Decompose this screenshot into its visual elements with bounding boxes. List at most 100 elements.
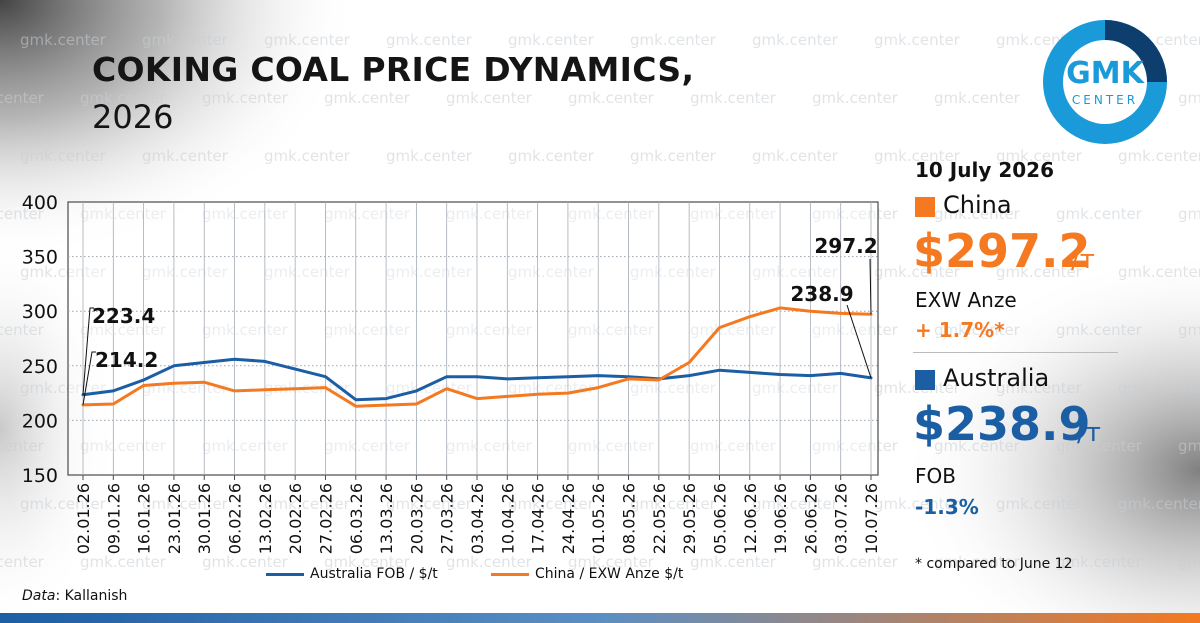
watermark-text: gmk.center: [752, 147, 839, 165]
watermark-text: gmk.center: [264, 495, 351, 513]
watermark-text: gmk.center: [874, 263, 961, 281]
annotation-leader: [82, 351, 96, 405]
watermark-text: gmk.center: [80, 205, 167, 223]
x-tick-label: 13.03.26: [377, 483, 396, 554]
legend-china-label: China / EXW Anze $/t: [535, 566, 684, 582]
watermark-text: gmk.center: [446, 437, 533, 455]
watermark-text: gmk.center: [812, 89, 899, 107]
watermark-text: gmk.center: [446, 89, 533, 107]
x-tick-label: 13.02.26: [256, 483, 275, 554]
x-tick-label: 29.05.26: [680, 483, 699, 554]
logo-text: GMK: [1066, 56, 1144, 91]
watermark-text: gmk.center: [934, 321, 1021, 339]
x-tick-label: 10.04.26: [498, 483, 517, 554]
watermark-text: gmk.center: [934, 205, 1021, 223]
china-price: $297.2: [913, 224, 1091, 278]
watermark-text: gmk.center: [324, 89, 411, 107]
watermark-text: gmk.center: [446, 205, 533, 223]
x-tick-label: 03.07.26: [832, 483, 851, 554]
watermark-text: gmk.center: [752, 263, 839, 281]
watermark-text: gmk.center: [812, 553, 899, 571]
x-tick-label: 24.04.26: [559, 483, 578, 554]
x-tick-label: 27.03.26: [438, 483, 457, 554]
legend-china-swatch: [491, 572, 529, 576]
watermark-text: gmk.center: [508, 31, 595, 49]
watermark-text: gmk.center: [996, 379, 1083, 397]
watermark-text: gmk.center: [202, 89, 289, 107]
watermark-text: gmk.center: [1056, 321, 1143, 339]
watermark-text: gmk.center: [20, 147, 107, 165]
watermark-text: gmk.center: [1178, 553, 1200, 571]
watermark-text: gmk.center: [996, 263, 1083, 281]
legend-australia: Australia FOB / $/t: [266, 566, 438, 582]
data-source-label: Data: [22, 588, 56, 604]
y-tick-label: 300: [22, 301, 58, 323]
x-tick-label: 12.06.26: [741, 483, 760, 554]
watermark-text: gmk.center: [202, 205, 289, 223]
watermark-text: gmk.center: [690, 553, 777, 571]
watermark-text: gmk.center: [324, 437, 411, 455]
watermark-text: gmk.center: [568, 205, 655, 223]
watermark-text: gmk.center: [874, 147, 961, 165]
watermark-text: gmk.center: [142, 147, 229, 165]
watermark-text: gmk.center: [142, 263, 229, 281]
watermark-text: gmk.center: [630, 31, 717, 49]
legend-australia-swatch: [266, 572, 304, 576]
watermark-text: gmk.center: [142, 495, 229, 513]
x-tick-label: 27.02.26: [316, 483, 335, 554]
watermark-text: gmk.center: [0, 321, 45, 339]
watermark-text: gmk.center: [142, 31, 229, 49]
watermark-text: gmk.center: [446, 553, 533, 571]
chart-title: COKING COAL PRICE DYNAMICS,: [92, 50, 695, 89]
watermark-text: gmk.center: [630, 147, 717, 165]
watermark-text: gmk.center: [568, 553, 655, 571]
x-tick-label: 19.06.26: [771, 483, 790, 554]
australia-series-line: [81, 357, 873, 402]
watermark-text: gmk.center: [630, 379, 717, 397]
watermark-text: gmk.center: [1178, 321, 1200, 339]
data-source-value: : Kallanish: [55, 588, 128, 604]
china-change: + 1.7%*: [915, 318, 1005, 342]
china-swatch: [915, 197, 935, 217]
china-unit: /т: [1071, 245, 1095, 275]
watermark-text: gmk.center: [568, 89, 655, 107]
watermark-text: gmk.center: [1118, 263, 1200, 281]
watermark-text: gmk.center: [568, 321, 655, 339]
australia-swatch: [915, 370, 935, 390]
watermark-text: gmk.center: [1118, 147, 1200, 165]
watermark-text: gmk.center: [264, 263, 351, 281]
watermark-text: gmk.center: [752, 495, 839, 513]
annotation-leader: [82, 307, 94, 395]
watermark-text: gmk.center: [874, 31, 961, 49]
watermark-text: gmk.center: [752, 379, 839, 397]
watermark-text: gmk.center: [690, 205, 777, 223]
watermark-text: gmk.center: [1178, 89, 1200, 107]
watermark-text: gmk.center: [1056, 205, 1143, 223]
watermark-text: gmk.center: [0, 89, 45, 107]
australia-basis: FOB: [915, 464, 956, 488]
x-tick-label: 02.01.26: [74, 483, 93, 554]
watermark-text: gmk.center: [630, 495, 717, 513]
watermark-text: gmk.center: [202, 437, 289, 455]
australia-change: -1.3%: [915, 495, 979, 519]
watermark-text: gmk.center: [264, 147, 351, 165]
x-tick-label: 30.01.26: [195, 483, 214, 554]
chart-subtitle: 2026: [92, 98, 174, 136]
australia-unit: /т: [1077, 418, 1101, 448]
data-label: 223.4: [92, 304, 155, 328]
watermark-text: gmk.center: [20, 495, 107, 513]
x-tick-label: 26.06.26: [801, 483, 820, 554]
china-name: China: [943, 191, 1012, 219]
watermark-text: gmk.center: [630, 263, 717, 281]
watermark-text: gmk.center: [80, 437, 167, 455]
watermark-text: gmk.center: [508, 147, 595, 165]
watermark-text: gmk.center: [1178, 437, 1200, 455]
x-tick-label: 23.01.26: [165, 483, 184, 554]
side-divider: [913, 352, 1118, 353]
x-tick-label: 05.06.26: [710, 483, 729, 554]
watermark-text: gmk.center: [874, 495, 961, 513]
watermark-text: gmk.center: [996, 147, 1083, 165]
legend-china: China / EXW Anze $/t: [491, 566, 683, 582]
watermark-text: gmk.center: [812, 205, 899, 223]
